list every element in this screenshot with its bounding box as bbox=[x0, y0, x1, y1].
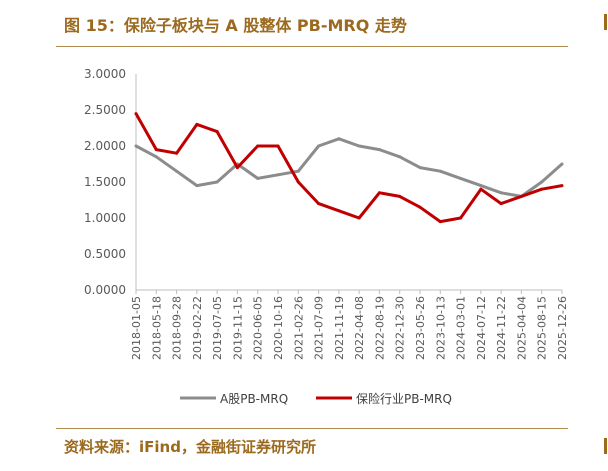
series-0-point bbox=[154, 155, 158, 159]
series-1-point bbox=[134, 112, 138, 116]
series-0-point bbox=[317, 144, 321, 148]
series-0-point bbox=[195, 184, 199, 188]
series-0-point bbox=[479, 184, 483, 188]
x-tick-label: 2020-10-16 bbox=[272, 296, 285, 360]
series-1-point bbox=[296, 180, 300, 184]
x-tick-label: 2022-08-19 bbox=[373, 296, 386, 360]
x-tick-label: 2025-08-15 bbox=[536, 296, 549, 360]
x-tick-label: 2025-04-04 bbox=[515, 296, 528, 360]
x-tick-label: 2019-02-22 bbox=[191, 296, 204, 360]
y-tick-label: 0.5000 bbox=[84, 247, 126, 261]
x-tick-label: 2024-07-12 bbox=[475, 296, 488, 360]
series-1-point bbox=[175, 151, 179, 155]
series-1-point bbox=[337, 209, 341, 213]
series-1-point bbox=[418, 205, 422, 209]
x-tick-label: 2018-09-28 bbox=[171, 296, 184, 360]
series-0-point bbox=[438, 169, 442, 173]
series-0-point bbox=[377, 148, 381, 152]
source-note: 资料来源：iFind，金融街证券研究所 bbox=[64, 438, 316, 456]
series-1-point bbox=[499, 202, 503, 206]
series-1-point bbox=[479, 187, 483, 191]
x-tick-label: 2020-06-05 bbox=[252, 296, 265, 360]
series-1-point bbox=[235, 166, 239, 170]
series-0-point bbox=[256, 176, 260, 180]
series-1-point bbox=[540, 187, 544, 191]
x-tick-label: 2022-04-08 bbox=[353, 296, 366, 360]
x-tick-label: 2023-05-26 bbox=[414, 296, 427, 360]
y-tick-label: 1.5000 bbox=[84, 175, 126, 189]
x-tick-label: 2021-02-26 bbox=[292, 296, 305, 360]
series-0-point bbox=[459, 176, 463, 180]
x-tick-label: 2021-07-09 bbox=[313, 296, 326, 360]
series-1-point bbox=[438, 220, 442, 224]
y-tick-label: 0.0000 bbox=[84, 283, 126, 297]
series-0-point bbox=[337, 137, 341, 141]
title-rule bbox=[56, 46, 568, 47]
series-0-point bbox=[134, 144, 138, 148]
x-tick-label: 2019-07-05 bbox=[211, 296, 224, 360]
series-1-point bbox=[377, 191, 381, 195]
x-tick-label: 2018-01-05 bbox=[130, 296, 143, 360]
series-0-point bbox=[276, 173, 280, 177]
y-axis: 3.0000 2.5000 2.0000 1.5000 1.0000 0.5000 0.00… bbox=[84, 67, 137, 297]
series-0-point bbox=[540, 180, 544, 184]
y-tick-label: 2.5000 bbox=[84, 103, 126, 117]
series-0-point bbox=[418, 166, 422, 170]
x-axis: 2018-01-05 2018-05-18 2018-09-28 2019-02-22… bbox=[130, 289, 569, 360]
x-tick-label: 2022-12-30 bbox=[394, 296, 407, 360]
edge-mark-top bbox=[604, 14, 607, 30]
series-1-point bbox=[519, 194, 523, 198]
series-1-point bbox=[276, 144, 280, 148]
series-line-0 bbox=[135, 137, 563, 198]
series-0-point bbox=[296, 169, 300, 173]
x-tick-label: 2024-03-01 bbox=[455, 296, 468, 360]
series-1-point bbox=[256, 144, 260, 148]
legend-label-0: A股PB-MRQ bbox=[220, 392, 288, 406]
legend-label-1: 保险行业PB-MRQ bbox=[356, 391, 452, 406]
legend: A股PB-MRQ 保险行业PB-MRQ bbox=[180, 391, 452, 406]
x-tick-label: 2019-11-15 bbox=[231, 296, 244, 360]
series-1-point bbox=[459, 216, 463, 220]
y-tick-label: 2.0000 bbox=[84, 139, 126, 153]
series-1-point bbox=[154, 148, 158, 152]
source-rule bbox=[56, 428, 568, 429]
series-1-point bbox=[317, 202, 321, 206]
series-0-point bbox=[215, 180, 219, 184]
series-line-1 bbox=[134, 112, 563, 224]
x-tick-label: 2024-11-22 bbox=[495, 296, 508, 360]
series-1-point bbox=[215, 130, 219, 134]
x-tick-label: 2018-05-18 bbox=[150, 296, 163, 360]
series-0-point bbox=[499, 191, 503, 195]
x-tick-label: 2021-11-19 bbox=[333, 296, 346, 360]
x-tick-label: 2023-10-13 bbox=[434, 296, 447, 360]
series-0-point bbox=[398, 155, 402, 159]
y-tick-label: 1.0000 bbox=[84, 211, 126, 225]
series-1-point bbox=[357, 216, 361, 220]
series-1-point bbox=[195, 122, 199, 126]
series-1-point bbox=[398, 194, 402, 198]
series-0-point bbox=[560, 162, 564, 166]
figure-title: 图 15：保险子板块与 A 股整体 PB-MRQ 走势 bbox=[64, 16, 407, 35]
x-tick-label: 2025-12-26 bbox=[556, 296, 569, 360]
y-tick-label: 3.0000 bbox=[84, 67, 126, 81]
series-0-point bbox=[175, 169, 179, 173]
series-1-point bbox=[560, 184, 564, 188]
series-0-point bbox=[357, 144, 361, 148]
series-lines bbox=[134, 112, 564, 224]
edge-mark-bottom bbox=[604, 438, 607, 454]
